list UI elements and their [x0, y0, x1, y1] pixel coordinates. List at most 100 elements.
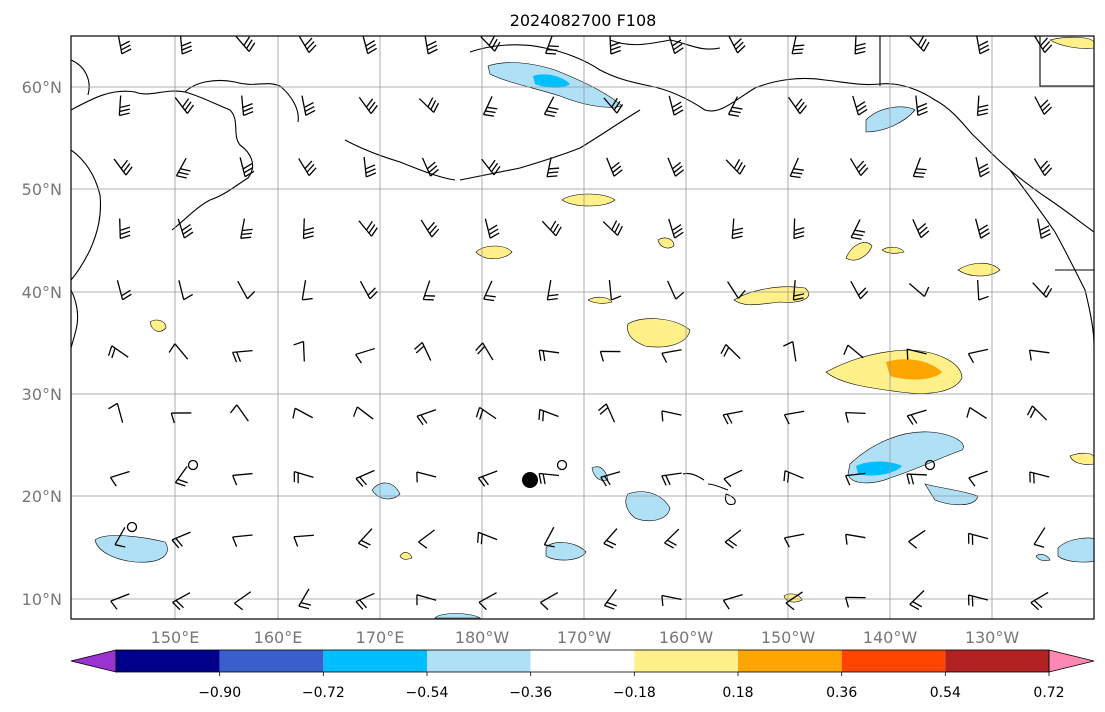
wind-barb [608, 279, 622, 301]
wind-barb [599, 350, 621, 362]
shade-yellow-n4 [881, 246, 905, 254]
colorbar-extend-high [1048, 649, 1095, 673]
lon-tick-label: 140°W [863, 628, 918, 647]
coast-japan [71, 289, 79, 349]
wind-barb [791, 36, 805, 55]
lon-tick-label: 130°W [965, 628, 1020, 647]
wind-barb [481, 158, 501, 176]
wind-barb [967, 594, 989, 607]
wind-barb [110, 593, 130, 610]
wind-barb [177, 218, 194, 239]
wind-barb [355, 469, 375, 487]
wind-barb [241, 95, 254, 117]
wind-barb [977, 279, 989, 301]
wind-barb [792, 279, 805, 301]
wind-barb [298, 588, 312, 610]
wind-barb [357, 528, 373, 549]
colorbar-segment [945, 650, 1049, 672]
wind-barb [600, 471, 621, 487]
shade-yellow-n3 [845, 242, 873, 261]
coastlines [71, 36, 1094, 506]
wind-barb [975, 157, 990, 178]
colorbar-segment [841, 650, 946, 672]
wind-barb [114, 526, 126, 548]
wind-barb [1034, 96, 1053, 115]
wind-barb [783, 341, 797, 362]
coast-siberia [71, 90, 254, 231]
open-circle-marker [187, 459, 199, 471]
wind-barb [720, 344, 741, 359]
shade-yellow-east4 [1069, 452, 1094, 465]
wind-barb [667, 280, 685, 300]
coast-bc [1009, 169, 1094, 346]
wind-barb [232, 472, 253, 486]
wind-barb [909, 36, 930, 52]
wind-barb [844, 596, 866, 608]
shade-yellow-west1 [149, 319, 167, 332]
wind-barb [850, 280, 869, 300]
map-frame [70, 35, 1095, 620]
colorbar-label: −0.90 [198, 685, 241, 701]
wind-barb [301, 95, 316, 116]
shade-blue-gulf [865, 106, 916, 133]
lat-tick-label: 30°N [22, 385, 62, 404]
gridlines [71, 36, 1094, 619]
wind-barb [967, 532, 989, 545]
colorbar-label: −0.18 [613, 685, 656, 701]
wind-barb [483, 280, 496, 302]
wind-barb [845, 472, 866, 486]
wind-barb [724, 529, 742, 549]
shade-yellow-ne [1049, 36, 1094, 49]
wind-barb [539, 591, 559, 611]
shade-yellow-mid2 [587, 296, 613, 304]
wind-barb [352, 406, 374, 420]
wind-barb [235, 36, 256, 52]
colorbar-segment [738, 650, 842, 672]
shade-blue-east2 [924, 483, 979, 506]
wind-barb [117, 36, 132, 55]
wind-barb [178, 280, 194, 301]
colorbar [70, 649, 1095, 673]
coast-canada-border [879, 36, 1094, 87]
wind-barb [668, 218, 684, 239]
figure-title: 2024082700 F108 [510, 11, 657, 30]
wind-barb [788, 96, 808, 115]
lon-tick-label: 160°W [659, 628, 714, 647]
wind-barb [912, 157, 927, 178]
wind-barb [1028, 349, 1050, 361]
lon-tick-label: 150°E [151, 628, 200, 647]
wind-barb [906, 473, 927, 485]
wind-barb [541, 220, 562, 237]
wind-barb [849, 158, 869, 177]
lat-tick-label: 50°N [22, 180, 62, 199]
wind-barb [915, 95, 928, 117]
coast-hawaii [682, 472, 736, 506]
wind-barb [418, 529, 435, 549]
wind-barb [363, 156, 377, 178]
wind-barb [850, 219, 866, 240]
wind-barb [113, 158, 133, 176]
wind-barb [484, 218, 500, 239]
colorbar-labels: −0.90 −0.72 −0.54 −0.36 −0.18 0.18 0.36 0.54 0.7… [198, 672, 1065, 701]
lat-tick-label: 10°N [22, 590, 62, 609]
shade-yellow-small1 [657, 237, 675, 249]
wind-barb [785, 591, 803, 611]
wind-barb [728, 36, 746, 54]
wind-barb [783, 470, 804, 483]
wind-barb [602, 220, 623, 236]
wind-barb [293, 340, 305, 362]
wind-barb [482, 96, 498, 117]
colorbar-label: −0.36 [509, 685, 552, 701]
colorbar-label: −0.72 [302, 685, 345, 701]
wind-barb [358, 97, 378, 114]
wind-barb [119, 218, 131, 240]
shade-cyan-alaska [533, 74, 570, 88]
wind-barb [1029, 471, 1050, 484]
wind-barb [661, 410, 682, 422]
coast-chukotka [184, 79, 299, 123]
wind-barb [844, 411, 866, 423]
wind-barb [793, 218, 805, 240]
wind-barb [421, 157, 439, 177]
wind-barb [229, 404, 249, 422]
wind-barb [661, 472, 682, 486]
